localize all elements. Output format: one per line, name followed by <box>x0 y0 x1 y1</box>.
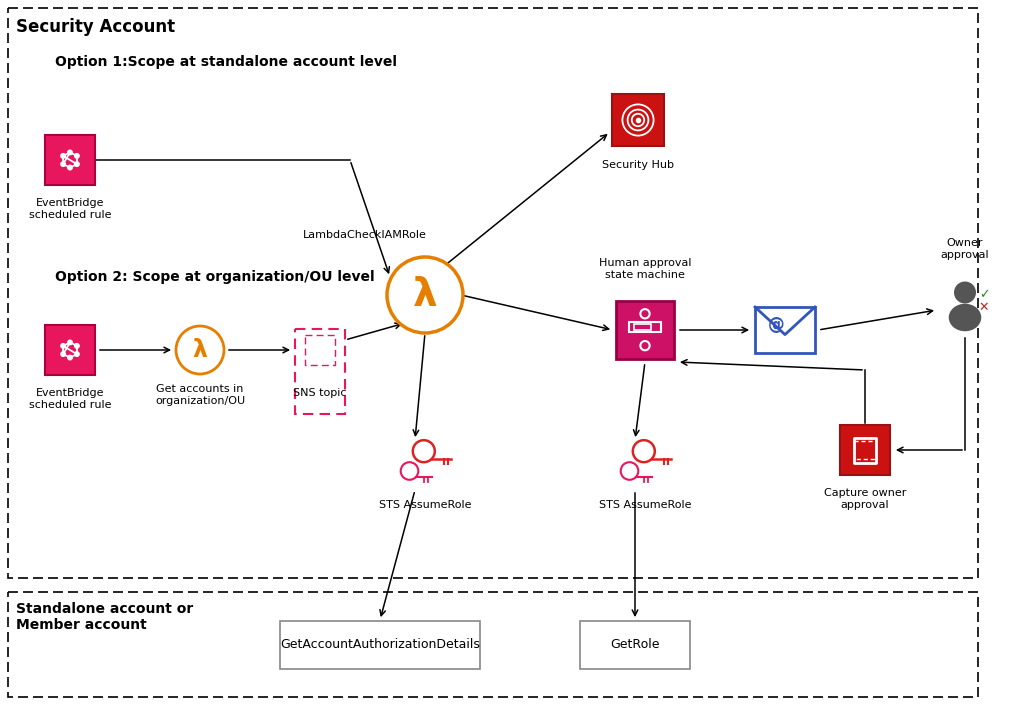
Circle shape <box>68 356 73 360</box>
Ellipse shape <box>949 304 981 332</box>
Circle shape <box>954 281 976 303</box>
Circle shape <box>68 340 73 345</box>
Circle shape <box>60 162 66 166</box>
Text: STS AssumeRole: STS AssumeRole <box>379 500 471 510</box>
Circle shape <box>60 344 66 348</box>
Circle shape <box>75 153 79 158</box>
Text: EventBridge
scheduled rule: EventBridge scheduled rule <box>29 388 112 409</box>
Circle shape <box>75 352 79 356</box>
Bar <box>295 329 345 414</box>
Text: Human approval
state machine: Human approval state machine <box>599 258 691 280</box>
Bar <box>612 94 664 146</box>
Text: Option 1:Scope at standalone account level: Option 1:Scope at standalone account lev… <box>55 55 397 69</box>
Text: LambdaCheckIAMRole: LambdaCheckIAMRole <box>303 230 427 240</box>
Text: λ: λ <box>413 276 437 314</box>
Circle shape <box>68 165 73 170</box>
Circle shape <box>60 352 66 356</box>
Bar <box>8 8 978 578</box>
Circle shape <box>176 326 224 374</box>
Text: STS AssumeRole: STS AssumeRole <box>599 500 691 510</box>
Text: Security Hub: Security Hub <box>602 160 674 170</box>
Bar <box>629 322 660 332</box>
Bar <box>634 324 651 330</box>
Text: Security Account: Security Account <box>16 18 175 36</box>
Text: Get accounts in
organization/OU: Get accounts in organization/OU <box>155 384 245 406</box>
Circle shape <box>75 162 79 166</box>
Text: @: @ <box>768 317 784 334</box>
Circle shape <box>60 153 66 158</box>
Text: ✓: ✓ <box>979 288 989 301</box>
Bar <box>45 325 95 375</box>
Bar <box>8 592 978 697</box>
Text: Option 2: Scope at organization/OU level: Option 2: Scope at organization/OU level <box>55 270 375 284</box>
Circle shape <box>75 344 79 348</box>
Bar <box>580 621 690 669</box>
Text: Owner
approval: Owner approval <box>941 238 989 260</box>
Bar <box>854 441 876 459</box>
Text: λ: λ <box>193 338 208 362</box>
Bar <box>45 135 95 185</box>
Text: EventBridge
scheduled rule: EventBridge scheduled rule <box>29 198 112 220</box>
Text: ✕: ✕ <box>979 301 989 314</box>
Text: GetAccountAuthorizationDetails: GetAccountAuthorizationDetails <box>280 638 480 651</box>
Circle shape <box>68 150 73 155</box>
Text: SNS topic: SNS topic <box>293 388 347 398</box>
Circle shape <box>387 257 463 333</box>
Bar <box>755 307 815 353</box>
Bar <box>616 301 674 359</box>
Text: Standalone account or
Member account: Standalone account or Member account <box>16 602 194 632</box>
Bar <box>305 335 335 365</box>
Text: GetRole: GetRole <box>610 638 659 651</box>
Text: Capture owner
approval: Capture owner approval <box>824 488 906 510</box>
Bar <box>280 621 480 669</box>
Bar <box>840 425 890 475</box>
